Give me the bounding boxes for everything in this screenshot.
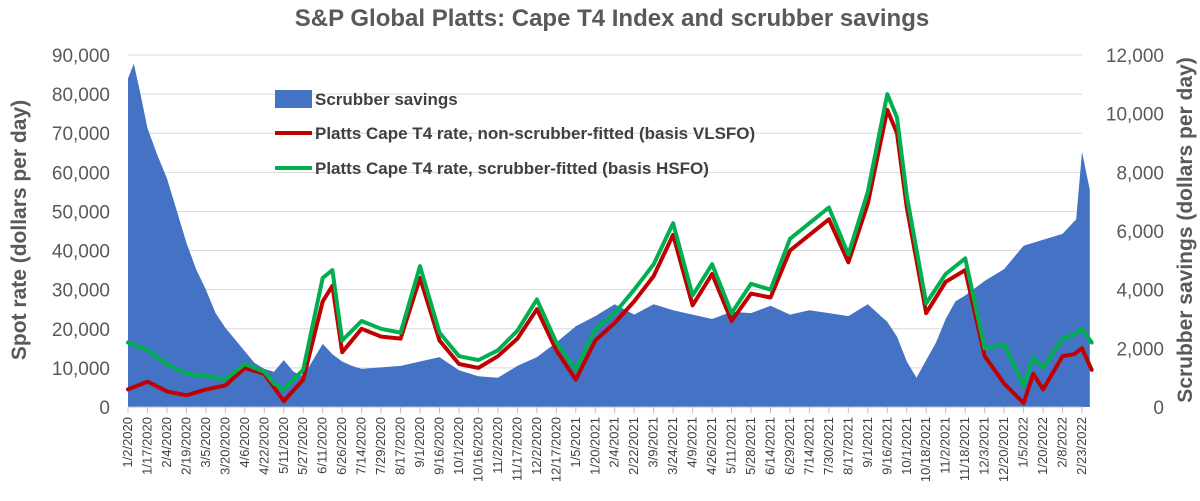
legend-label-hsfo: Platts Cape T4 rate, scrubber-fitted (ba… bbox=[315, 159, 709, 178]
x-tick-label: 2/8/2022 bbox=[1055, 417, 1070, 468]
legend-label-vlsfo: Platts Cape T4 rate, non-scrubber-fitted… bbox=[315, 124, 755, 143]
x-tick-label: 5/11/2020 bbox=[276, 417, 291, 474]
x-tick-label: 7/29/2020 bbox=[373, 417, 388, 475]
x-tick-label: 6/14/2021 bbox=[762, 417, 777, 475]
x-tick-label: 9/16/2020 bbox=[432, 417, 447, 475]
series-line-hsfo bbox=[126, 92, 1094, 392]
y-axis-title: Spot rate (dollars per day) bbox=[8, 100, 31, 360]
y-tick-label: 80,000 bbox=[52, 85, 110, 106]
axis-layer: 0 10,000 20,000 30,000 40,000 50,000 60,000 70,… bbox=[52, 46, 1164, 482]
y2-tick-label: 12,000 bbox=[1106, 46, 1164, 67]
x-tick-label: 3/20/2020 bbox=[217, 417, 232, 475]
y2-axis-title: Scrubber savings (dollars per day) bbox=[1174, 57, 1197, 402]
x-tick-label: 7/30/2021 bbox=[821, 417, 836, 475]
x-tick-label: 11/2/2020 bbox=[490, 417, 505, 474]
x-tick-label: 1/5/2022 bbox=[1016, 417, 1031, 468]
x-tick-label: 11/2/2021 bbox=[938, 417, 953, 474]
x-tick-label: 1/20/2022 bbox=[1035, 417, 1050, 475]
y-tick-label: 90,000 bbox=[52, 46, 110, 67]
x-tick-label: 1/5/2021 bbox=[568, 417, 583, 468]
legend: Scrubber savings Platts Cape T4 rate, no… bbox=[275, 90, 755, 178]
x-tick-label: 12/20/2021 bbox=[996, 417, 1011, 482]
x-tick-label: 1/20/2021 bbox=[587, 417, 602, 475]
x-tick-label: 1/17/2020 bbox=[139, 417, 154, 475]
y-tick-label: 40,000 bbox=[52, 242, 110, 263]
x-tick-label: 2/4/2021 bbox=[607, 417, 622, 468]
x-tick-label: 3/9/2021 bbox=[646, 417, 661, 468]
y-tick-label: 60,000 bbox=[52, 163, 110, 184]
x-tick-label: 4/6/2020 bbox=[237, 417, 252, 468]
x-tick-label: 12/2/2020 bbox=[529, 417, 544, 475]
y-tick-label: 50,000 bbox=[52, 202, 110, 223]
legend-label-scrubber-savings: Scrubber savings bbox=[315, 90, 458, 109]
y2-tick-label: 8,000 bbox=[1116, 163, 1164, 184]
x-tick-label: 10/18/2021 bbox=[918, 417, 933, 482]
x-tick-label: 2/4/2020 bbox=[159, 417, 174, 468]
x-tick-label: 5/27/2020 bbox=[295, 417, 310, 475]
x-tick-label: 10/1/2021 bbox=[899, 417, 914, 475]
series-line-vlsfo bbox=[126, 107, 1094, 406]
line-layer bbox=[126, 92, 1094, 406]
x-tick-label: 11/17/2020 bbox=[509, 417, 524, 481]
legend-swatch-scrubber-savings bbox=[275, 90, 312, 108]
x-tick-label: 5/11/2021 bbox=[724, 417, 739, 474]
y-tick-label: 0 bbox=[99, 398, 110, 419]
x-tick-label: 10/16/2020 bbox=[470, 417, 485, 482]
x-tick-label: 4/9/2021 bbox=[685, 417, 700, 468]
x-tick-label: 7/14/2021 bbox=[801, 417, 816, 475]
x-tick-label: 4/26/2021 bbox=[704, 417, 719, 475]
y2-tick-label: 10,000 bbox=[1106, 105, 1164, 126]
x-tick-label: 6/29/2021 bbox=[782, 417, 797, 475]
x-tick-label: 8/17/2020 bbox=[393, 417, 408, 475]
area-layer bbox=[128, 63, 1090, 408]
chart-title: S&P Global Platts: Cape T4 Index and scr… bbox=[295, 5, 929, 32]
y-tick-label: 20,000 bbox=[52, 320, 110, 341]
x-tick-label: 6/26/2020 bbox=[334, 417, 349, 475]
x-tick-label: 1/2/2020 bbox=[120, 417, 135, 468]
x-tick-label: 4/22/2020 bbox=[256, 417, 271, 475]
x-tick-label: 11/18/2021 bbox=[957, 417, 972, 481]
x-tick-label: 5/28/2021 bbox=[743, 417, 758, 475]
y2-tick-label: 4,000 bbox=[1116, 281, 1164, 302]
x-tick-label: 2/19/2020 bbox=[178, 417, 193, 475]
x-tick-label: 7/14/2020 bbox=[354, 417, 369, 475]
x-tick-label: 3/5/2020 bbox=[198, 417, 213, 468]
x-tick-label: 2/23/2022 bbox=[1074, 417, 1089, 475]
x-tick-label: 12/17/2020 bbox=[548, 417, 563, 482]
y-tick-label: 70,000 bbox=[52, 124, 110, 145]
x-tick-label: 6/11/2020 bbox=[315, 417, 330, 474]
y2-tick-label: 2,000 bbox=[1116, 339, 1164, 360]
x-tick-label: 8/17/2021 bbox=[840, 417, 855, 475]
x-tick-label: 9/16/2021 bbox=[879, 417, 894, 475]
y-tick-label: 30,000 bbox=[52, 281, 110, 302]
x-tick-label: 3/24/2021 bbox=[665, 417, 680, 475]
y2-tick-label: 0 bbox=[1153, 398, 1164, 419]
x-tick-label: 12/3/2021 bbox=[977, 417, 992, 475]
x-tick-label: 9/1/2021 bbox=[860, 417, 875, 468]
x-tick-label: 10/1/2020 bbox=[451, 417, 466, 475]
x-tick-label: 9/1/2020 bbox=[412, 417, 427, 468]
y2-tick-label: 6,000 bbox=[1116, 222, 1164, 243]
x-tick-label: 2/22/2021 bbox=[626, 417, 641, 475]
y-tick-label: 10,000 bbox=[52, 359, 110, 380]
series-area-scrubber-savings bbox=[128, 63, 1090, 408]
